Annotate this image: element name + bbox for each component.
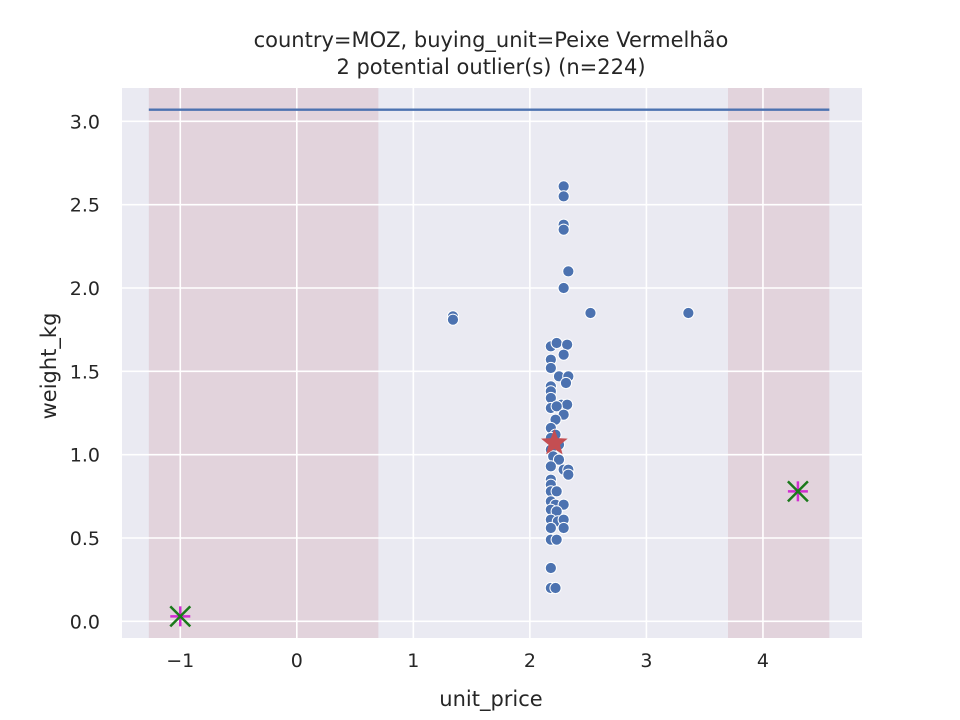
x-tick-label: 4 (757, 650, 769, 672)
x-tick-label: 3 (640, 650, 652, 672)
data-point (682, 306, 695, 320)
data-point (557, 223, 570, 236)
data-point (550, 400, 563, 413)
data-point (544, 521, 557, 535)
data-point (557, 281, 570, 295)
data-point (544, 361, 557, 375)
data-point (557, 190, 570, 203)
y-tick-label: 2.0 (70, 278, 100, 300)
data-point (562, 468, 575, 481)
median-star-marker (541, 429, 568, 455)
data-point (559, 376, 573, 390)
x-axis-label: unit_price (439, 687, 542, 712)
data-point (550, 336, 563, 350)
chart-subtitle: 2 potential outlier(s) (n=224) (336, 55, 645, 79)
data-point (557, 521, 570, 535)
y-tick-label: 3.0 (70, 111, 100, 133)
x-tick-label: 0 (291, 650, 303, 672)
data-point (544, 460, 557, 473)
x-tick-label: 2 (524, 650, 536, 672)
data-point (550, 485, 563, 498)
x-tick-label: 1 (407, 650, 419, 672)
y-axis-label: weight_kg (37, 313, 62, 420)
outlier-x-marker (169, 605, 192, 628)
y-tick-label: 1.0 (70, 445, 100, 467)
y-tick-label: 1.5 (70, 361, 100, 383)
data-point (550, 533, 563, 546)
data-point (446, 313, 460, 326)
outlier-band-1 (148, 88, 379, 638)
data-point (562, 265, 575, 278)
x-tick-label: −1 (166, 650, 194, 672)
data-point (584, 306, 597, 320)
data-point (557, 348, 570, 361)
data-point (549, 581, 562, 595)
plot-area: −1 0 1 2 3 4 0.0 0.5 1.0 1.5 2.0 2.5 3.0 (70, 88, 862, 672)
y-tick-label: 2.5 (70, 195, 100, 217)
chart-title: country=MOZ, buying_unit=Peixe Vermelhão (254, 28, 729, 53)
y-tick-label: 0.5 (70, 528, 100, 550)
outlier-x-marker (787, 480, 809, 503)
y-tick-label: 0.0 (70, 611, 100, 633)
data-point (552, 453, 566, 466)
outlier-band-2 (727, 88, 830, 638)
data-point (544, 561, 557, 575)
